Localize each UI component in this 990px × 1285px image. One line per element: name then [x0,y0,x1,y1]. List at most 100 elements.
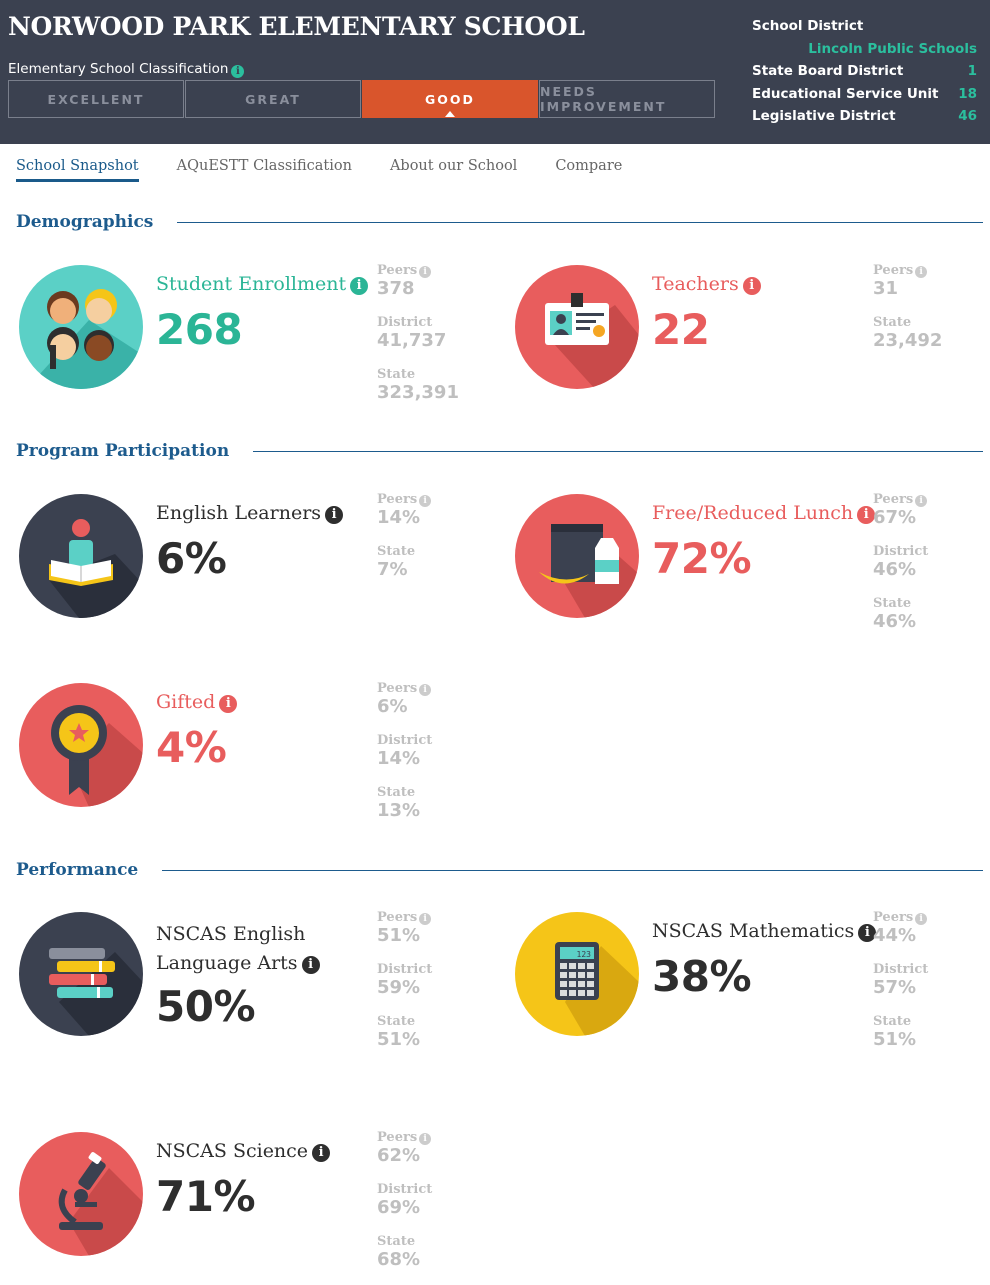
comparison-state: State 51% [873,1014,928,1066]
info-icon[interactable]: i [231,65,245,78]
comparison-label: State [873,315,912,330]
comparison-label: Peers i [377,492,432,507]
comparison-peers: Peers i 67% [873,492,928,544]
info-icon[interactable]: i [915,266,928,278]
comparison-label-text: Peers [377,492,418,507]
comparison-value: 7% [377,559,408,580]
info-icon[interactable]: i [858,924,877,942]
classification-label-text: Elementary School Classification [8,61,229,77]
comparison-value: 51% [377,925,421,946]
comparison-list: Peers i 14% State 7% [377,492,432,596]
comparison-district: District 57% [873,962,928,1014]
comparison-label: District [873,962,929,977]
books-stack-icon [19,912,143,1036]
stat-value: 38% [652,952,752,1001]
school-district-link[interactable]: Lincoln Public Schools [808,40,977,57]
classification-label: Elementary School Classification i [8,61,245,78]
info-icon[interactable]: i [419,495,432,507]
district-info-value: 18 [958,85,977,102]
tab-about-our-school[interactable]: About our School [389,158,518,174]
stat-title-line: Language Arts i [156,949,320,978]
stat-title: NSCAS English Language Arts i [156,920,320,978]
comparison-label-text: Peers [377,910,418,925]
legislative-district-row: Legislative District 46 [752,105,977,128]
comparison-peers: Peers i 14% [377,492,432,544]
tab-aquestt-classification[interactable]: AQuESTT Classification [176,158,352,174]
info-icon[interactable]: i [350,277,369,295]
comparison-value: 67% [873,507,917,528]
comparison-value: 68% [377,1249,421,1270]
school-district-row: School District [752,15,977,38]
comparison-state: State 323,391 [377,367,459,419]
info-icon[interactable]: i [915,913,928,925]
stat-value: 268 [156,305,243,354]
district-info-value: 46 [958,108,977,125]
district-info-label: Educational Service Unit [752,85,939,102]
stat-title-line: NSCAS English [156,923,306,945]
info-icon[interactable]: i [742,277,761,295]
comparison-value: 69% [377,1197,421,1218]
comparison-list: Peers i 378 District 41,737 State 323,391 [377,263,459,419]
tab-school-snapshot[interactable]: School Snapshot [16,158,139,182]
stat-value: 71% [156,1172,256,1221]
stat-title: English Learners i [156,502,344,524]
comparison-value: 13% [377,800,421,821]
info-icon[interactable]: i [419,913,432,925]
district-info-panel: School District Lincoln Public Schools S… [752,15,977,128]
classification-rating-bar: EXCELLENT GREAT GOOD NEEDS IMPROVEMENT [8,80,715,118]
comparison-district: District 46% [873,544,928,596]
comparison-label: Peers i [377,910,432,925]
comparison-list: Peers i 6% District 14% State 13% [377,681,432,837]
comparison-value: 46% [873,559,917,580]
info-icon[interactable]: i [325,506,344,524]
comparison-value: 14% [377,507,421,528]
comparison-label: District [377,733,433,748]
info-icon[interactable]: i [857,506,876,524]
id-badge-icon [515,265,639,389]
info-icon[interactable]: i [419,1133,432,1145]
rating-needs-improvement: NEEDS IMPROVEMENT [539,80,715,118]
info-icon[interactable]: i [312,1144,331,1162]
comparison-label: Peers i [377,1130,432,1145]
comparison-peers: Peers i 44% [873,910,928,962]
comparison-label-text: Peers [377,1130,418,1145]
stat-title: Student Enrollment i [156,273,369,295]
section-title: Performance [16,860,139,880]
info-icon[interactable]: i [419,684,432,696]
comparison-label: Peers i [377,681,432,696]
district-info-label: School District [752,18,864,35]
school-name: NORWOOD PARK ELEMENTARY SCHOOL [8,12,585,41]
section-title: Demographics [16,212,154,232]
info-icon[interactable]: i [915,495,928,507]
district-info-label: Legislative District [752,108,896,125]
comparison-value: 44% [873,925,917,946]
info-icon[interactable]: i [419,266,432,278]
comparison-value: 14% [377,748,421,769]
tab-compare[interactable]: Compare [555,158,623,174]
stat-title-text: NSCAS Mathematics [652,920,855,942]
rating-excellent: EXCELLENT [8,80,184,118]
reader-book-icon [19,494,143,618]
stat-value: 22 [652,305,710,354]
comparison-value: 57% [873,977,917,998]
comparison-label: Peers i [873,263,942,278]
section-demographics: Demographics [16,212,983,232]
stat-title: NSCAS Science i [156,1140,331,1162]
section-divider [162,869,983,871]
comparison-label: District [873,544,929,559]
info-icon[interactable]: i [301,956,320,974]
section-performance: Performance [16,860,983,880]
page-header: NORWOOD PARK ELEMENTARY SCHOOL Elementar… [0,0,990,144]
info-icon[interactable]: i [219,695,238,713]
calculator-display-text: 123 [577,950,592,959]
stat-title: NSCAS Mathematics i [652,920,877,942]
comparison-state: State 51% [377,1014,432,1066]
comparison-label: State [873,596,912,611]
comparison-value: 6% [377,696,408,717]
comparison-value: 323,391 [377,382,459,403]
stat-title-text: Free/Reduced Lunch [652,502,854,524]
comparison-district: District 69% [377,1182,432,1234]
comparison-peers: Peers i 62% [377,1130,432,1182]
award-ribbon-icon [19,683,143,807]
students-icon [19,265,143,389]
